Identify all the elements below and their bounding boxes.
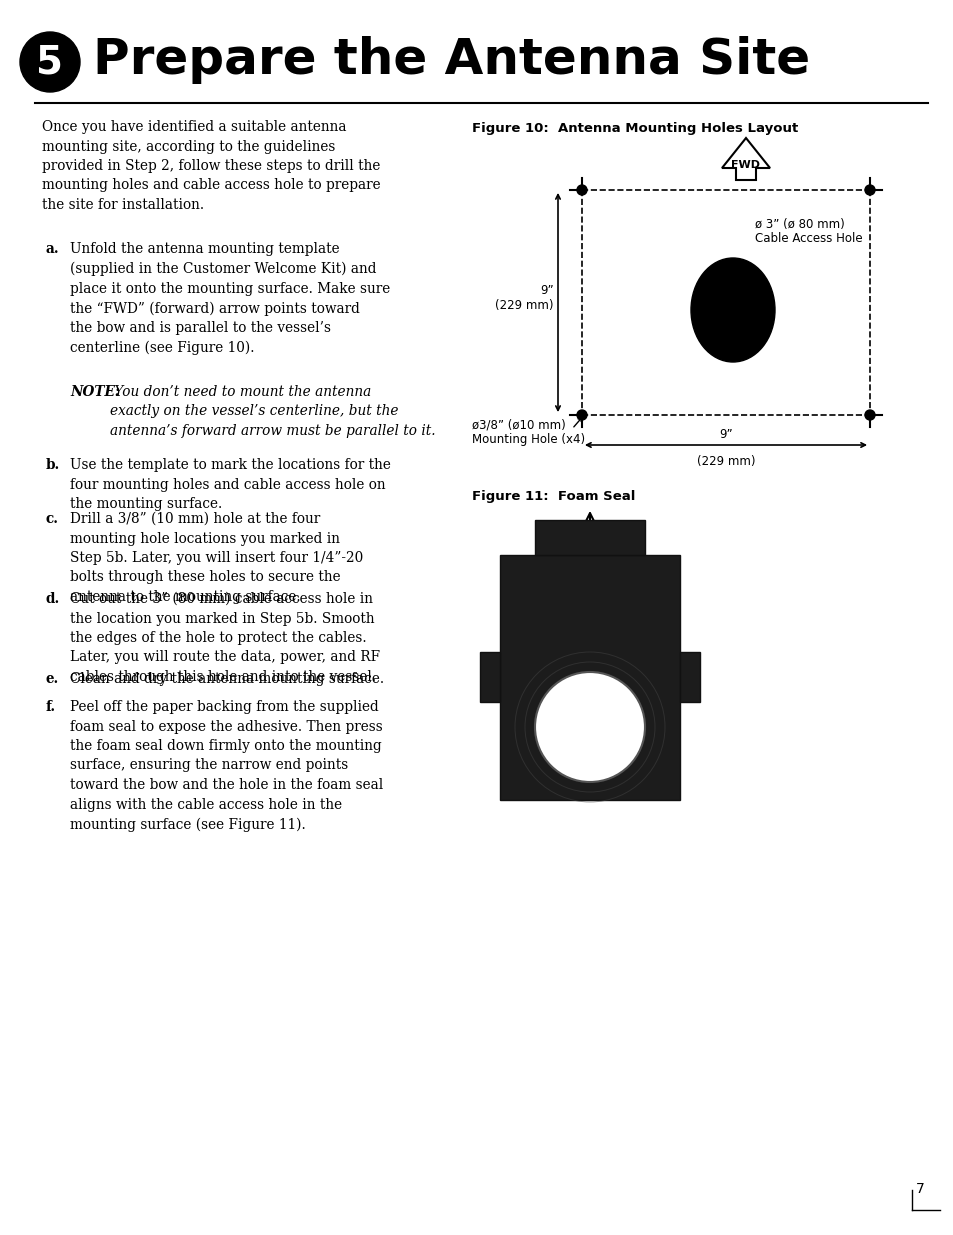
Text: (229 mm): (229 mm) bbox=[696, 454, 755, 468]
Text: Use the template to mark the locations for the
four mounting holes and cable acc: Use the template to mark the locations f… bbox=[70, 458, 391, 511]
Polygon shape bbox=[721, 138, 769, 180]
Circle shape bbox=[577, 410, 586, 420]
Circle shape bbox=[535, 672, 644, 782]
Bar bbox=[479, 652, 499, 701]
Text: c.: c. bbox=[46, 513, 59, 526]
Text: You don’t need to mount the antenna
exactly on the vessel’s centerline, but the
: You don’t need to mount the antenna exac… bbox=[110, 385, 436, 438]
Text: Drill a 3/8” (10 mm) hole at the four
mounting hole locations you marked in
Step: Drill a 3/8” (10 mm) hole at the four mo… bbox=[70, 513, 363, 604]
Text: Cut out the 3” (80 mm) cable access hole in
the location you marked in Step 5b. : Cut out the 3” (80 mm) cable access hole… bbox=[70, 592, 379, 684]
Text: Cable Access Hole: Cable Access Hole bbox=[754, 232, 862, 245]
Text: Once you have identified a suitable antenna
mounting site, according to the guid: Once you have identified a suitable ante… bbox=[42, 120, 380, 212]
Bar bbox=[499, 555, 679, 800]
Text: Prepare the Antenna Site: Prepare the Antenna Site bbox=[92, 36, 809, 84]
Text: NOTE:: NOTE: bbox=[70, 385, 120, 399]
Text: Clean and dry the antenna mounting surface.: Clean and dry the antenna mounting surfa… bbox=[70, 672, 384, 685]
Text: 7: 7 bbox=[915, 1182, 923, 1195]
Text: d.: d. bbox=[46, 592, 60, 606]
Ellipse shape bbox=[690, 258, 774, 362]
Text: Mounting Hole (x4): Mounting Hole (x4) bbox=[472, 433, 584, 446]
Bar bbox=[535, 520, 644, 555]
Circle shape bbox=[864, 410, 874, 420]
Text: Peel off the paper backing from the supplied
foam seal to expose the adhesive. T: Peel off the paper backing from the supp… bbox=[70, 700, 383, 831]
Text: b.: b. bbox=[46, 458, 60, 472]
Bar bbox=[679, 652, 700, 701]
Text: e.: e. bbox=[46, 672, 59, 685]
Text: a.: a. bbox=[46, 242, 59, 256]
Text: 5: 5 bbox=[36, 43, 64, 82]
Text: 9”: 9” bbox=[539, 284, 554, 296]
Circle shape bbox=[577, 185, 586, 195]
Text: (229 mm): (229 mm) bbox=[495, 300, 554, 312]
Text: 9”: 9” bbox=[719, 429, 732, 441]
Text: f.: f. bbox=[46, 700, 56, 714]
Text: Figure 11:  Foam Seal: Figure 11: Foam Seal bbox=[472, 490, 635, 503]
Text: ø 3” (ø 80 mm): ø 3” (ø 80 mm) bbox=[754, 219, 843, 231]
Text: ø3/8” (ø10 mm): ø3/8” (ø10 mm) bbox=[472, 419, 565, 432]
Circle shape bbox=[864, 185, 874, 195]
Text: Figure 10:  Antenna Mounting Holes Layout: Figure 10: Antenna Mounting Holes Layout bbox=[472, 122, 798, 135]
Text: FWD: FWD bbox=[731, 161, 760, 170]
Text: Unfold the antenna mounting template
(supplied in the Customer Welcome Kit) and
: Unfold the antenna mounting template (su… bbox=[70, 242, 390, 356]
Circle shape bbox=[20, 32, 80, 91]
